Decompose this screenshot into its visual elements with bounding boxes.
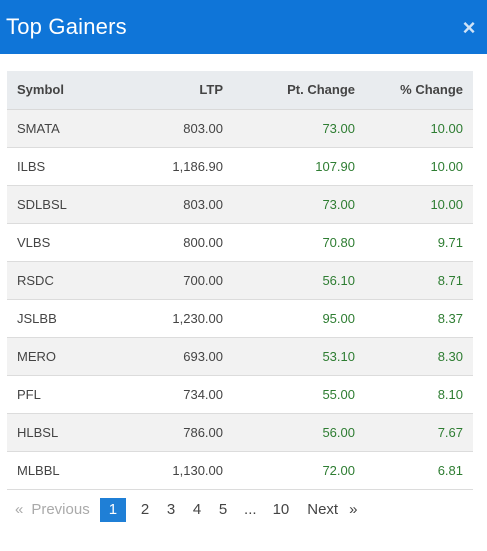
ltp-cell: 734.00 (183, 386, 223, 402)
symbol-cell[interactable]: HLBSL (17, 424, 59, 440)
close-icon[interactable]: × (462, 15, 476, 40)
modal-title: Top Gainers (6, 14, 127, 39)
last-page-arrow-icon[interactable]: » (349, 501, 358, 518)
pct-change-cell: 9.71 (437, 234, 463, 250)
column-header-pct-change[interactable]: % Change (365, 71, 473, 110)
table-row[interactable]: HLBSL 786.00 56.00 7.67 (7, 413, 473, 451)
pt-change-cell: 72.00 (322, 462, 355, 478)
pt-change-cell: 73.00 (322, 120, 355, 136)
pct-change-cell: 10.00 (430, 196, 463, 212)
pt-change-cell: 56.00 (322, 424, 355, 440)
ltp-cell: 1,130.00 (172, 462, 223, 478)
table-body: SMATA 803.00 73.00 10.00 ILBS 1,186.90 1… (7, 109, 473, 489)
page-link-1-active[interactable]: 1 (99, 498, 127, 522)
table-row[interactable]: SMATA 803.00 73.00 10.00 (7, 109, 473, 147)
pt-change-cell: 56.10 (322, 272, 355, 288)
symbol-cell[interactable]: MLBBL (17, 462, 60, 478)
ltp-cell: 1,186.90 (172, 158, 223, 174)
pagination: « Previous 1 2 3 4 5 ... 10 Next » (10, 498, 361, 522)
table-row[interactable]: JSLBB 1,230.00 95.00 8.37 (7, 299, 473, 337)
column-header-pt-change[interactable]: Pt. Change (233, 71, 365, 110)
page-link-4[interactable]: 4 (192, 501, 202, 518)
pct-change-cell: 8.37 (437, 310, 463, 326)
pct-change-cell: 6.81 (437, 462, 463, 478)
page-link-2[interactable]: 2 (140, 501, 150, 518)
pt-change-cell: 95.00 (322, 310, 355, 326)
symbol-cell[interactable]: VLBS (17, 234, 51, 250)
pct-change-cell: 8.71 (437, 272, 463, 288)
table-row[interactable]: MLBBL 1,130.00 72.00 6.81 (7, 451, 473, 489)
symbol-cell[interactable]: RSDC (17, 272, 54, 288)
column-header-ltp[interactable]: LTP (115, 71, 233, 110)
ltp-cell: 803.00 (183, 120, 223, 136)
table-row[interactable]: ILBS 1,186.90 107.90 10.00 (7, 147, 473, 185)
pt-change-cell: 73.00 (322, 196, 355, 212)
pct-change-cell: 10.00 (430, 120, 463, 136)
ltp-cell: 786.00 (183, 424, 223, 440)
column-header-symbol[interactable]: Symbol (7, 71, 115, 110)
ltp-cell: 693.00 (183, 348, 223, 364)
table-row[interactable]: RSDC 700.00 56.10 8.71 (7, 261, 473, 299)
table-row[interactable]: SDLBSL 803.00 73.00 10.00 (7, 185, 473, 223)
pct-change-cell: 8.30 (437, 348, 463, 364)
page-link-3[interactable]: 3 (166, 501, 176, 518)
table-header-row: Symbol LTP Pt. Change % Change (7, 71, 473, 110)
next-page-link[interactable]: Next (307, 501, 339, 518)
page-link-10[interactable]: 10 (272, 501, 290, 518)
pt-change-cell: 107.90 (315, 158, 355, 174)
symbol-cell[interactable]: SMATA (17, 120, 60, 136)
pct-change-cell: 8.10 (437, 386, 463, 402)
table-row[interactable]: VLBS 800.00 70.80 9.71 (7, 223, 473, 261)
symbol-cell[interactable]: ILBS (17, 158, 46, 174)
ltp-cell: 1,230.00 (172, 310, 223, 326)
pagination-ellipsis: ... (244, 501, 257, 518)
pt-change-cell: 53.10 (322, 348, 355, 364)
symbol-cell[interactable]: MERO (17, 348, 56, 364)
ltp-cell: 700.00 (183, 272, 223, 288)
pct-change-cell: 7.67 (437, 424, 463, 440)
previous-page-link[interactable]: Previous (31, 501, 90, 518)
gainers-table: Symbol LTP Pt. Change % Change SMATA 803… (7, 71, 473, 490)
modal-header: Top Gainers × (0, 0, 487, 54)
symbol-cell[interactable]: SDLBSL (17, 196, 67, 212)
page-link-5[interactable]: 5 (218, 501, 228, 518)
gainers-table-container: Symbol LTP Pt. Change % Change SMATA 803… (7, 71, 473, 490)
ltp-cell: 803.00 (183, 196, 223, 212)
ltp-cell: 800.00 (183, 234, 223, 250)
table-row[interactable]: MERO 693.00 53.10 8.30 (7, 337, 473, 375)
pt-change-cell: 55.00 (322, 386, 355, 402)
table-row[interactable]: PFL 734.00 55.00 8.10 (7, 375, 473, 413)
symbol-cell[interactable]: JSLBB (17, 310, 57, 326)
symbol-cell[interactable]: PFL (17, 386, 41, 402)
pt-change-cell: 70.80 (322, 234, 355, 250)
pct-change-cell: 10.00 (430, 158, 463, 174)
first-page-arrow-icon[interactable]: « (15, 501, 24, 518)
